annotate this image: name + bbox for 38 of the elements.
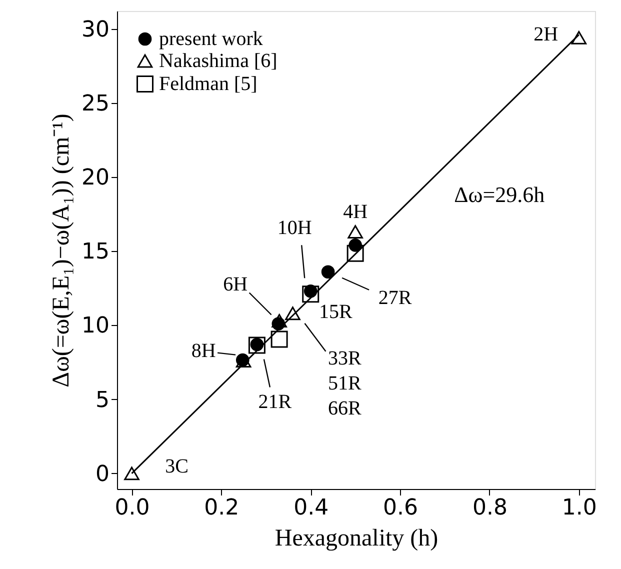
x-tick-label: 1.0 xyxy=(562,496,597,520)
point xyxy=(571,30,587,44)
point xyxy=(348,225,363,239)
x-axis-title: Hexagonality (h) xyxy=(274,526,438,552)
x-tick-label: 0.4 xyxy=(294,496,329,520)
annotation: 15R xyxy=(318,301,353,324)
annotation: 4H xyxy=(343,200,368,223)
point xyxy=(272,314,287,328)
y-tick-label: 5 xyxy=(96,388,110,413)
point xyxy=(270,330,288,348)
point xyxy=(302,286,320,303)
annotation: Δω=29.6h xyxy=(454,182,545,208)
annotation: 3C xyxy=(165,455,188,478)
legend-label: Nakashima [6] xyxy=(159,50,278,72)
x-tick-label: 0.2 xyxy=(204,496,240,520)
annotation: 6H xyxy=(223,274,248,296)
y-tick-label: 20 xyxy=(82,166,110,191)
annotation: 2H xyxy=(534,24,558,46)
annotation: 33R 51R 66R xyxy=(328,347,362,420)
y-tick-label: 30 xyxy=(82,17,110,42)
y-tick-label: 15 xyxy=(82,240,110,265)
y-tick-label: 10 xyxy=(82,314,110,339)
annotation: 27R xyxy=(378,286,412,309)
x-tick-label: 0.8 xyxy=(472,496,508,520)
y-tick-label: 25 xyxy=(82,91,110,116)
point xyxy=(346,244,364,262)
y-tick-label: 0 xyxy=(96,462,110,487)
point xyxy=(321,265,335,279)
point xyxy=(285,306,300,320)
annotation: 10H xyxy=(277,217,312,240)
x-tick-label: 0.0 xyxy=(114,496,150,520)
point xyxy=(124,466,140,480)
annotation: 8H xyxy=(191,340,216,362)
y-axis-title: Δω(=ω(E,E₁)−ω(A₁)) (cm⁻¹) xyxy=(48,114,75,388)
annotation: 21R xyxy=(258,391,292,414)
legend-label: present work xyxy=(159,28,263,50)
legend-label: Feldman [5] xyxy=(159,73,258,95)
x-tick-label: 0.6 xyxy=(383,496,418,520)
